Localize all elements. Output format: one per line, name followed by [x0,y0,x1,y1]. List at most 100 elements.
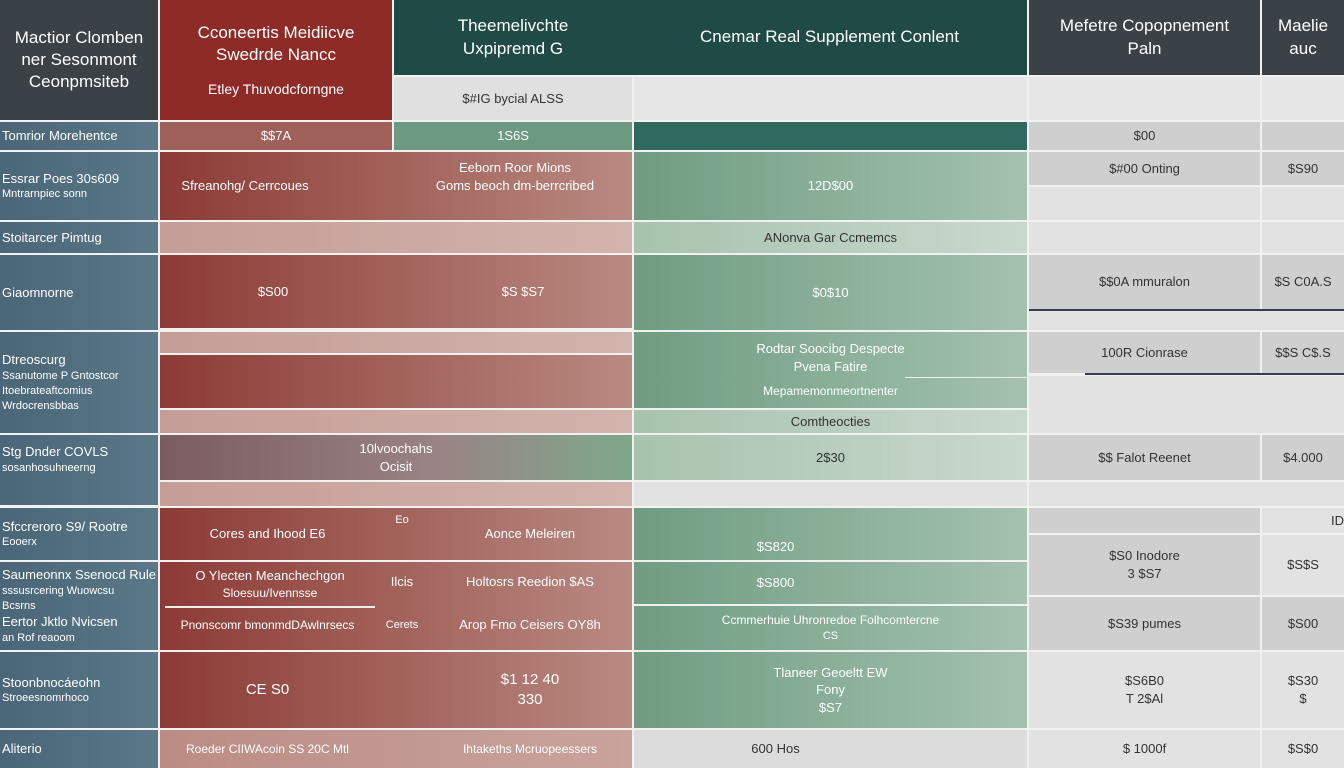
header-col4-sub [1029,77,1260,120]
cell-text: $S90 [1287,160,1319,176]
cell-text: Cerets [385,618,419,631]
row-label: Essrar Poes 30s609 Mntrarnpiec sonn [0,152,158,220]
header-text: Theemelivchte [457,16,569,36]
cell-text: Eo [395,514,409,527]
cell-text: 3 $S7 [1127,566,1162,581]
cell [160,482,632,506]
cell: Eo [376,508,428,533]
cell: Arop Fmo Ceisers OY8h [430,610,630,640]
cell [1029,222,1260,253]
cell-text: $S39 pumes [1108,615,1181,631]
row-label: Stoonbnocáeohn Stroeesnomrhoco [0,652,158,728]
row-label: Stoitarcer Pimtug [0,222,158,253]
cell-text: $S C0A.S [1274,274,1332,290]
cell: $S800 [634,562,1027,604]
row-label-text: Mntrarnpiec sonn [2,188,87,201]
cell: 100R Cionrase [1029,332,1260,373]
cell [1029,311,1344,330]
cell-text: Mepamemonmeortnenter [763,384,898,399]
header-sub: $#IG bycial ALSS [462,90,564,106]
cell [1029,482,1344,506]
cell-text: $S800 [756,575,795,591]
cell-text: CE S0 [245,680,290,698]
row-label-text: sosanhosuhneerng [2,461,96,474]
cell: $$ Falot Reenet [1029,435,1260,480]
cell-text: T 2$Al [1125,691,1164,706]
row-label-text: Stg Dnder COVLS [2,444,109,459]
cell: $$S C$.S [1262,332,1344,373]
header-text: Paln [1127,38,1162,58]
cell-text: Holtosrs Reedion $AS [466,574,594,590]
cell: 600 Hos [634,730,1027,768]
cell: 12D$00 [634,152,1027,220]
cell: $S39 pumes [1029,597,1260,650]
cell: $1 12 40 330 [430,652,630,728]
cell-text: $ 1000f [1122,741,1167,757]
cell-text: $#00 Onting [1109,160,1180,176]
cell: $$0A mmuralon [1029,255,1260,309]
cell: $4.000 [1262,435,1344,480]
row-label: Tomrior Morehentce [0,122,158,150]
cell [634,122,1027,150]
cell-text: $S$S [1287,557,1319,573]
cell-text: Pnonscomr bmonmdDAwlnrsecs [180,617,355,632]
cell-text: $$S C$.S [1275,344,1331,360]
header-col2: Theemelivchte Uxpipremd G [394,0,632,75]
row-label-text: Eertor Jktlo Nvicsen [2,614,118,630]
cell-text: $$7A [260,128,292,144]
cell-text: Sfreanohg/ Cerrcoues [181,178,309,194]
cell [1029,187,1260,220]
header-col3-sub [634,77,1027,120]
cell-text: $$ Falot Reenet [1098,449,1191,465]
divider [1029,309,1344,311]
cell: 2$30 [634,435,1027,480]
cell [160,652,632,728]
cell: Sfreanohg/ Cerrcoues [160,152,330,220]
cell-text: $S6B0 [1124,673,1165,689]
cell-text: Comtheocties [790,413,871,429]
cell-text: Ihtakeths Mcruopeessers [462,741,598,756]
cell [1262,222,1344,253]
cell [1029,508,1260,533]
cell: $S$0 [1262,730,1344,768]
row-label-text: Wrdocrensbbas [2,399,79,412]
row-label-text: Stoitarcer Pimtug [2,229,102,245]
cell [160,410,632,433]
row-label-text: Tomrior Morehentce [2,128,118,144]
header-text: Cconeertis Meidiicve [197,22,355,42]
cell: O Ylecten Meanchechgon Sloesuu/Ivennsse [165,562,375,608]
cell-text: $00 [1133,128,1156,144]
cell: Holtosrs Reedion $AS [430,562,630,602]
cell: 10lvoochahs Ocisit [160,435,632,480]
cell: $$7A [160,122,392,150]
cell-text: $ [1299,691,1307,706]
cell-text: Cores and Ihood E6 [209,526,326,542]
cell [160,332,632,353]
row-label: Giaomnorne [0,255,158,330]
cell: ID [1262,508,1344,533]
cell-text: Pvena Fatire [793,358,868,374]
cell [160,222,632,253]
cell: Aonce Meleiren [430,508,630,560]
cell-text: Eeborn Roor Mions [459,160,571,176]
cell-text: 12D$00 [807,178,854,194]
cell: $S $S7 [450,255,596,328]
cell: Ihtakeths Mcruopeessers [430,730,630,768]
cell-text: $S00 [1287,615,1319,631]
cell-text: $S30 [1287,673,1319,689]
cell-text: ANonva Gar Ccmemcs [764,229,897,245]
header-text: Maelie auc [1277,16,1329,58]
header-text: Cnemar Real Supplement Conlent [700,27,959,47]
cell [160,730,632,768]
header-text: ner Sesonmont [21,49,137,69]
divider [905,377,1027,378]
row-label-text: Ssanutome P Gntostcor [2,370,119,382]
row-label: Dtreoscurg Ssanutome P Gntostcor Itoebra… [0,332,158,433]
cell: $S30 $ [1262,652,1344,728]
cell: 1S6S [394,122,632,150]
cell: Comtheocties [634,410,1027,433]
header-col1: Cconeertis Meidiicve Swedrde Nancc Etley… [160,0,392,120]
row-label-text: Bcsrns [2,599,36,612]
header-text: Uxpipremd G [462,38,564,58]
cell-text: ID [1331,512,1344,528]
